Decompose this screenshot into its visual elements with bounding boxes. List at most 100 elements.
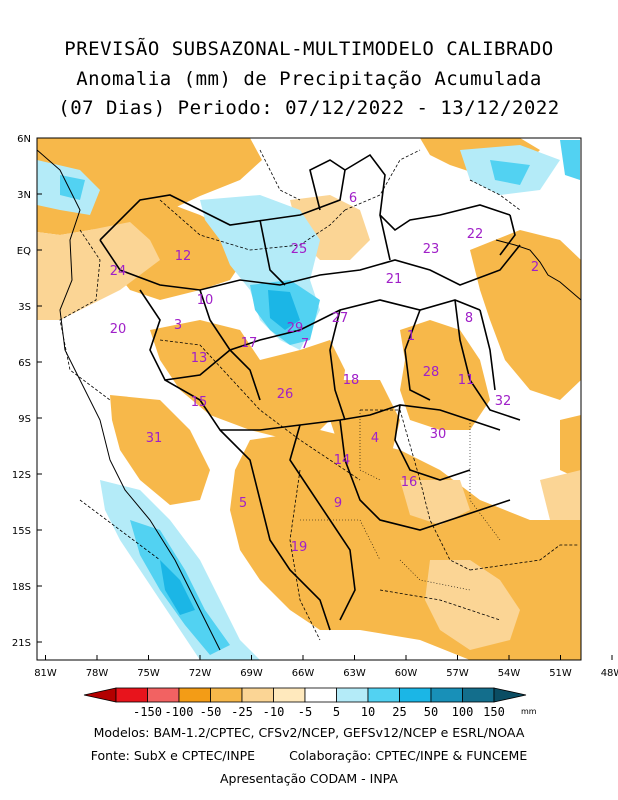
colorbar-label: -25 xyxy=(231,705,253,719)
colorbar-unit: mm xyxy=(521,707,537,716)
basin-boundaries xyxy=(99,153,521,631)
colorbar-label: 25 xyxy=(392,705,406,719)
region-label: 10 xyxy=(197,293,214,308)
region-label: 19 xyxy=(291,540,308,555)
title-line-3: (07 Dias) Periodo: 07/12/2022 - 13/12/20… xyxy=(58,97,560,119)
lat-tick-label: 21S xyxy=(12,638,31,649)
region-label: 7 xyxy=(301,337,309,352)
state-borders xyxy=(300,410,501,591)
region-label: 29 xyxy=(287,321,304,336)
region-label: 3 xyxy=(174,318,182,333)
region-label: 24 xyxy=(110,264,127,279)
lat-tick-label: 15S xyxy=(12,526,31,537)
lat-tick-label: 12S xyxy=(12,470,31,481)
region-label: 28 xyxy=(423,365,440,380)
lon-tick-label: 63W xyxy=(343,668,366,679)
colorbar-segment xyxy=(399,687,432,703)
lon-tick-label: 78W xyxy=(86,668,109,679)
lon-tick-label: 69W xyxy=(240,668,263,679)
colorbar-label: 100 xyxy=(452,705,474,719)
coastline xyxy=(37,149,581,651)
wet-anomaly-dark-area xyxy=(160,290,300,615)
longitude-axis: 81W 78W 75W 72W 69W 66W 63W 60W 57W 54W 51W 48W xyxy=(34,655,618,679)
colorbar-label: -150 xyxy=(133,705,162,719)
lon-tick-label: 81W xyxy=(34,668,57,679)
colorbar-segment xyxy=(241,687,274,703)
colorbar-label: -50 xyxy=(200,705,222,719)
region-label: 2 xyxy=(531,260,539,275)
footer-presentation: Apresentação CODAM - INPA xyxy=(220,771,398,786)
colorbar-segment xyxy=(462,687,495,703)
region-label: 8 xyxy=(465,311,473,326)
lon-tick-label: 72W xyxy=(189,668,212,679)
region-label: 13 xyxy=(191,351,208,366)
region-label: 14 xyxy=(334,453,351,468)
lon-tick-label: 66W xyxy=(292,668,315,679)
region-label: 11 xyxy=(458,373,475,388)
lat-tick-label: 3N xyxy=(17,190,31,201)
map-frame xyxy=(36,137,582,661)
footer-models: Modelos: BAM-1.2/CPTEC, CFSv2/NCEP, GEFS… xyxy=(93,725,525,740)
colorbar-label: 5 xyxy=(333,705,340,719)
colorbar-low-end xyxy=(83,687,117,703)
lon-tick-label: 60W xyxy=(395,668,418,679)
colorbar-label: 150 xyxy=(483,705,505,719)
lat-tick-label: 3S xyxy=(18,302,31,313)
region-label: 1 xyxy=(407,329,415,344)
colorbar-label: -5 xyxy=(298,705,312,719)
title-line-1: PREVISÃO SUBSAZONAL-MULTIMODELO CALIBRAD… xyxy=(64,38,554,60)
footer-credits: Fonte: SubX e CPTEC/INPE Colaboração: CPT… xyxy=(0,748,618,763)
colorbar-label: 50 xyxy=(424,705,438,719)
colorbar-high-end xyxy=(493,687,527,703)
colorbar: -150 -100 -50 -25 -10 -5 5 10 25 50 100 150 mm xyxy=(83,687,537,719)
lon-tick-label: 57W xyxy=(446,668,469,679)
region-label: 25 xyxy=(291,242,308,257)
lat-tick-label: EQ xyxy=(17,246,31,257)
region-label: 12 xyxy=(175,249,192,264)
colorbar-segment xyxy=(304,687,337,703)
title-line-2: Anomalia (mm) de Precipitação Acumulada xyxy=(76,68,542,90)
region-label: 31 xyxy=(146,431,163,446)
region-label: 16 xyxy=(401,475,418,490)
colorbar-label: -10 xyxy=(263,705,285,719)
colorbar-segment xyxy=(336,687,369,703)
lon-tick-label: 48W xyxy=(601,668,618,679)
map-field xyxy=(37,138,581,660)
region-label: 18 xyxy=(343,373,360,388)
colorbar-segment xyxy=(367,687,400,703)
colorbar-label: -100 xyxy=(165,705,194,719)
region-label: 20 xyxy=(110,322,127,337)
region-label: 6 xyxy=(349,191,357,206)
region-label: 9 xyxy=(334,496,342,511)
lon-tick-label: 54W xyxy=(498,668,521,679)
lat-tick-label: 9S xyxy=(18,414,31,425)
lat-tick-label: 6S xyxy=(18,358,31,369)
colorbar-segment xyxy=(273,687,306,703)
region-label: 27 xyxy=(332,311,349,326)
lon-tick-label: 51W xyxy=(549,668,572,679)
lat-tick-label: 6N xyxy=(17,134,31,145)
country-borders xyxy=(59,149,578,641)
region-label: 22 xyxy=(467,227,484,242)
region-label: 17 xyxy=(241,336,258,351)
lon-tick-label: 75W xyxy=(137,668,160,679)
region-label: 26 xyxy=(277,387,294,402)
region-label: 4 xyxy=(371,431,379,446)
lat-tick-label: 18S xyxy=(12,582,31,593)
colorbar-label: 10 xyxy=(361,705,375,719)
latitude-axis: 6N 3N EQ 3S 6S 9S 12S 15S 18S 21S xyxy=(12,134,42,649)
footer-collaboration: Colaboração: CPTEC/INPE & FUNCEME xyxy=(289,748,528,763)
colorbar-segment xyxy=(115,687,148,703)
colorbar-segment xyxy=(147,687,180,703)
colorbar-segment xyxy=(210,687,243,703)
region-label: 30 xyxy=(430,427,447,442)
region-labels: 1234567891011121314151617181920212223242… xyxy=(110,191,539,555)
region-label: 23 xyxy=(423,242,440,257)
region-label: 5 xyxy=(239,496,247,511)
region-label: 21 xyxy=(386,272,403,287)
region-label: 32 xyxy=(495,394,512,409)
region-label: 15 xyxy=(191,395,208,410)
colorbar-segment xyxy=(430,687,463,703)
colorbar-segment xyxy=(178,687,211,703)
